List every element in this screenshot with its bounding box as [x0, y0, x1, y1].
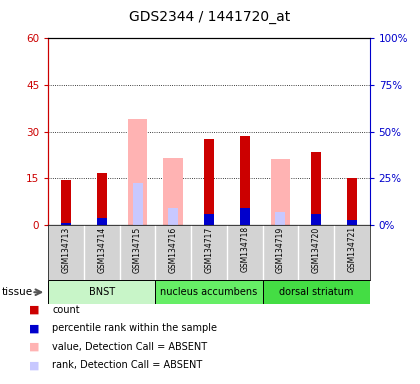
Bar: [168, 208, 178, 225]
Bar: [97, 174, 107, 225]
Text: value, Detection Call = ABSENT: value, Detection Call = ABSENT: [52, 342, 207, 352]
Text: dorsal striatum: dorsal striatum: [279, 287, 353, 297]
Text: GSM134715: GSM134715: [133, 226, 142, 273]
Text: tissue: tissue: [2, 287, 33, 297]
Text: rank, Detection Call = ABSENT: rank, Detection Call = ABSENT: [52, 360, 203, 370]
Text: GSM134714: GSM134714: [97, 226, 106, 273]
Text: GSM134718: GSM134718: [240, 226, 249, 272]
Bar: [61, 223, 71, 225]
Text: ■: ■: [29, 342, 40, 352]
Text: count: count: [52, 305, 80, 315]
Text: GSM134713: GSM134713: [62, 226, 71, 273]
Bar: [133, 183, 142, 225]
Text: nucleus accumbens: nucleus accumbens: [160, 287, 257, 297]
Bar: [347, 220, 357, 225]
Text: GDS2344 / 1441720_at: GDS2344 / 1441720_at: [129, 10, 291, 24]
Bar: [61, 180, 71, 225]
Bar: [262, 280, 370, 304]
Bar: [276, 212, 285, 225]
Text: percentile rank within the sample: percentile rank within the sample: [52, 323, 218, 333]
Bar: [270, 159, 290, 225]
Bar: [48, 280, 155, 304]
Bar: [347, 178, 357, 225]
Bar: [204, 214, 214, 225]
Bar: [128, 119, 147, 225]
Text: GSM134721: GSM134721: [347, 226, 356, 272]
Bar: [240, 136, 249, 225]
Text: GSM134719: GSM134719: [276, 226, 285, 273]
Bar: [155, 280, 262, 304]
Text: GSM134717: GSM134717: [205, 226, 213, 273]
Bar: [204, 139, 214, 225]
Text: ■: ■: [29, 305, 40, 315]
Text: ■: ■: [29, 360, 40, 370]
Bar: [163, 158, 183, 225]
Bar: [97, 218, 107, 225]
Text: BNST: BNST: [89, 287, 115, 297]
Text: ■: ■: [29, 323, 40, 333]
Bar: [311, 214, 321, 225]
Bar: [240, 208, 249, 225]
Bar: [311, 152, 321, 225]
Text: GSM134720: GSM134720: [312, 226, 320, 273]
Text: GSM134716: GSM134716: [169, 226, 178, 273]
